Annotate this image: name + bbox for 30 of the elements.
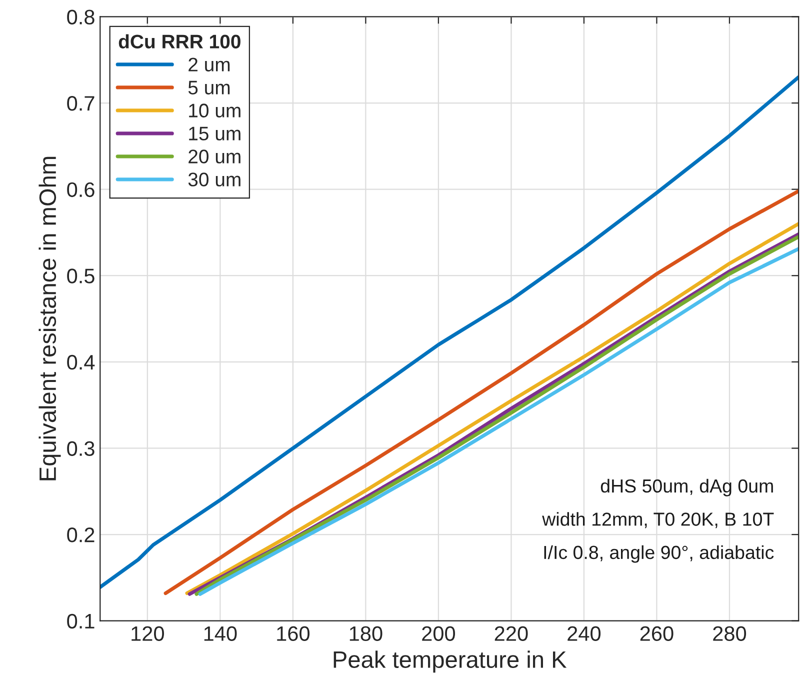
y-tick-label: 0.7 — [67, 96, 94, 111]
y-tick-label: 0.5 — [67, 268, 94, 284]
y-tick-label: 0.2 — [67, 528, 94, 542]
x-tick-label: 180 — [350, 626, 382, 641]
legend-label: 20 um — [188, 150, 240, 164]
x-axis-title: Peak temperature in K — [334, 650, 567, 673]
y-tick-label: 0.1 — [67, 614, 94, 629]
legend-label: 30 um — [188, 172, 240, 186]
annotation: width 12mm, T0 20K, B 10T — [542, 512, 774, 528]
x-tick-label: 160 — [277, 626, 310, 641]
y-axis-title: Equivalent resistance in mOhm — [38, 156, 61, 480]
legend-label: 5 um — [188, 80, 230, 94]
x-tick-label: 200 — [422, 626, 456, 641]
x-tick-label: 220 — [494, 626, 528, 641]
legend-label: 2 um — [188, 58, 230, 72]
legend-title: dCu RRR 100 — [118, 34, 240, 48]
y-tick-label: 0.3 — [67, 441, 94, 456]
annotation: I/Ic 0.8, angle 90°, adiabatic — [544, 545, 774, 563]
x-tick-label: 140 — [204, 626, 237, 641]
legend-label: 15 um — [189, 126, 240, 140]
line-series — [100, 75, 799, 589]
x-tick-label: 240 — [568, 626, 601, 641]
y-tick-label: 0.4 — [67, 354, 95, 370]
x-tick-label: 120 — [132, 626, 164, 641]
legend-label: 10 um — [189, 104, 240, 118]
y-tick-label: 0.8 — [67, 10, 94, 24]
y-tick-label: 0.6 — [67, 182, 94, 198]
annotation: dHS 50um, dAg 0um — [600, 478, 773, 496]
x-tick-label: 260 — [640, 626, 674, 641]
x-tick-label: 280 — [713, 626, 746, 641]
